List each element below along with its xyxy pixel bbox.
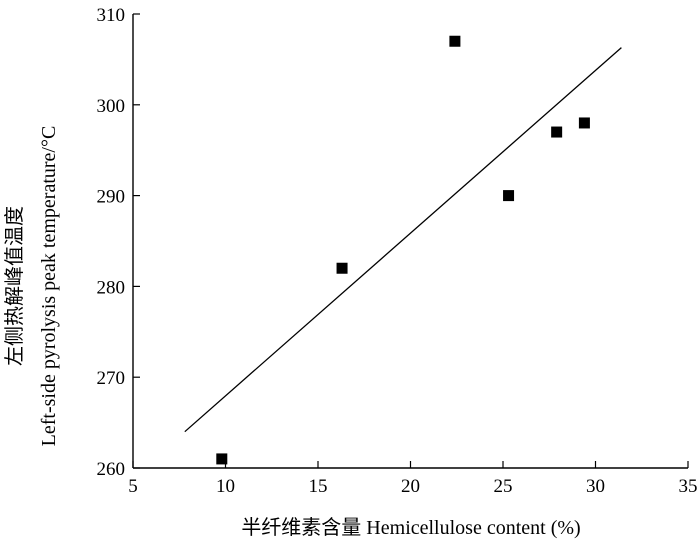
y-tick-label: 280 <box>97 277 126 298</box>
x-tick-label: 35 <box>679 476 698 497</box>
x-tick-label: 5 <box>128 476 138 497</box>
x-tick-label: 25 <box>494 476 513 497</box>
axes <box>132 14 688 469</box>
x-tick-label: 10 <box>216 476 235 497</box>
y-axis-title-english: Left-side pyrolysis peak temperature/°C <box>38 126 60 447</box>
x-tick-label: 30 <box>586 476 605 497</box>
data-point-marker <box>578 117 590 129</box>
data-point-marker <box>216 453 228 465</box>
y-tick-label: 300 <box>97 96 126 117</box>
trend-line <box>184 47 622 433</box>
y-axis-title-group: 左侧热解峰值温度 <box>3 206 26 366</box>
x-axis-title: 半纤维素含量 Hemicellulose content (%) <box>241 516 580 539</box>
y-tick-label: 260 <box>97 459 126 480</box>
y-tick-label: 290 <box>97 187 126 208</box>
y-axis-title-chinese: 左侧热解峰值温度 <box>3 206 26 366</box>
data-point-marker <box>551 126 563 138</box>
y-tick-label: 270 <box>97 368 126 389</box>
y-axis-title-english-group: Left-side pyrolysis peak temperature/°C <box>38 126 60 447</box>
y-tick-label: 310 <box>97 5 126 26</box>
data-point-marker <box>449 35 461 47</box>
data-point-marker <box>503 190 515 202</box>
x-tick-label: 20 <box>401 476 420 497</box>
y-ticks: 260 270 280 290 300 310 <box>97 5 140 480</box>
x-tick-label: 15 <box>309 476 328 497</box>
data-points <box>216 35 590 465</box>
x-ticks: 5 10 15 20 25 30 35 <box>128 461 698 497</box>
data-point-marker <box>336 262 348 274</box>
